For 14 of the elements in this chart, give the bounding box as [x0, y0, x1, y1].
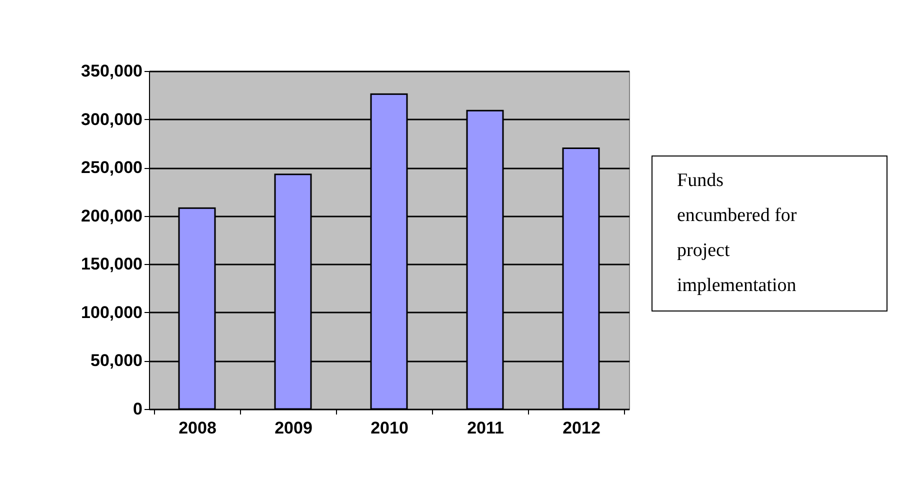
x-tick-label: 2009 [274, 418, 312, 438]
text: Funds encumbered for project implementation [677, 170, 798, 296]
x-tick-label: 2010 [370, 418, 408, 438]
y-tick-label: 300,000 [81, 110, 142, 129]
y-tick-label: 0 [133, 400, 142, 418]
x-tick-label: 2012 [562, 418, 600, 438]
y-tick-label: 150,000 [81, 254, 142, 274]
y-tick-label: 100,000 [81, 302, 142, 322]
x-tick-label: 2011 [467, 418, 504, 438]
x-tick-label: 2008 [178, 418, 216, 438]
y-tick-label: 350,000 [81, 62, 142, 80]
y-tick-label: 50,000 [90, 351, 142, 370]
y-tick-label: 250,000 [81, 158, 142, 178]
y-tick-label: 200,000 [81, 206, 142, 226]
